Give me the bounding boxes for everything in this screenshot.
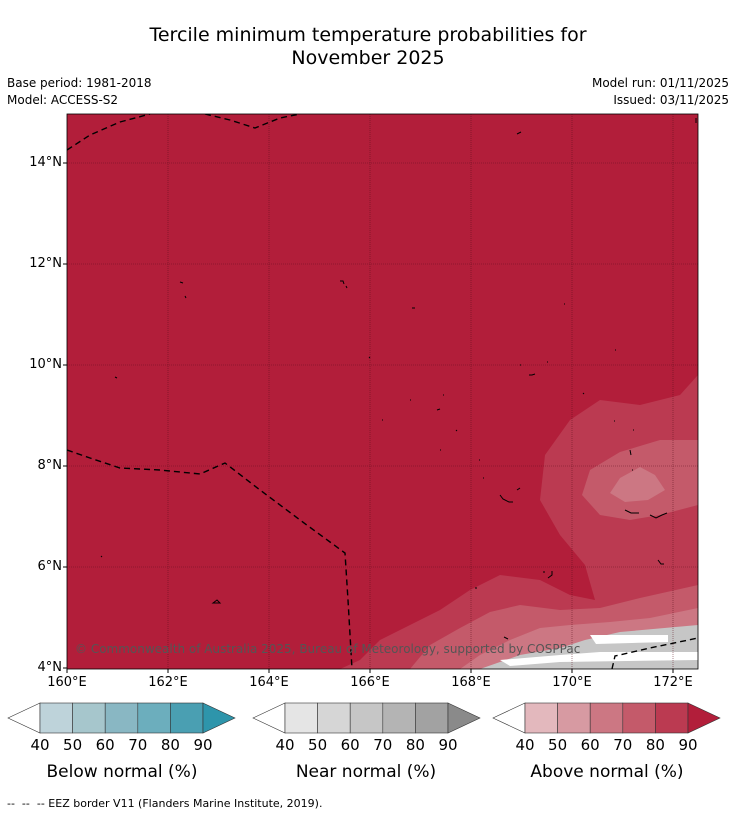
cbar-near-swatch-0	[252, 702, 286, 734]
cbar-above-tick: 70	[613, 736, 633, 754]
colorbar-near-normal	[252, 702, 481, 734]
copyright-notice: © Commonwealth of Australia 2025, Bureau…	[75, 642, 581, 656]
cbar-below-tick: 50	[63, 736, 83, 754]
cbar-above-title: Above normal (%)	[530, 762, 684, 782]
tick-marks	[63, 162, 674, 673]
cbar-above-swatch-0	[492, 702, 526, 734]
cbar-above-tick: 80	[645, 736, 665, 754]
cbar-below-tick: 90	[193, 736, 213, 754]
colorbar-below-normal	[7, 702, 236, 734]
map-title-line1: Tercile minimum temperature probabilitie…	[149, 24, 587, 46]
y-tick-label: 14°N	[29, 155, 62, 170]
cbar-below-swatch-3	[104, 702, 139, 734]
x-tick-label: 162°E	[148, 675, 188, 690]
x-tick-label: 164°E	[249, 675, 289, 690]
x-tick-label: 168°E	[451, 675, 491, 690]
cbar-above-tick: 40	[515, 736, 535, 754]
cbar-above-swatch-3	[589, 702, 624, 734]
white-gap-2	[500, 652, 698, 666]
colorbar-above-normal	[492, 702, 721, 734]
cbar-below-swatch-5	[170, 702, 204, 734]
cbar-above-swatch-2	[557, 702, 591, 734]
cbar-near-tick: 50	[308, 736, 328, 754]
x-tick-label: 172°E	[653, 675, 693, 690]
cbar-near-swatch-2	[317, 702, 351, 734]
cbar-below-tick: 80	[160, 736, 180, 754]
cbar-above-swatch-6	[687, 702, 721, 734]
eez-footer-note: -- -- -- EEZ border V11 (Flanders Marine…	[7, 797, 323, 810]
cbar-above-tick: 90	[678, 736, 698, 754]
x-tick-label: 170°E	[552, 675, 592, 690]
x-tick-label: 160°E	[47, 675, 87, 690]
cbar-below-swatch-1	[39, 702, 73, 734]
cbar-near-swatch-6	[447, 702, 481, 734]
cbar-above-tick: 60	[580, 736, 600, 754]
map-title-line2: November 2025	[291, 47, 445, 69]
eez-borders	[67, 114, 698, 669]
y-tick-label: 6°N	[37, 559, 63, 574]
cbar-above-tick: 50	[548, 736, 568, 754]
y-tick-label: 10°N	[29, 357, 62, 372]
white-gap-1	[590, 635, 668, 644]
cbar-near-tick: 40	[275, 736, 295, 754]
cbar-above-swatch-1	[524, 702, 558, 734]
cbar-below-swatch-4	[137, 702, 171, 734]
cbar-near-tick: 70	[373, 736, 393, 754]
cbar-near-swatch-5	[415, 702, 449, 734]
cbar-below-title: Below normal (%)	[46, 762, 198, 782]
base-period: Base period: 1981-2018	[7, 76, 152, 90]
cbar-near-swatch-3	[349, 702, 384, 734]
cbar-below-tick: 60	[95, 736, 115, 754]
model-name: Model: ACCESS-S2	[7, 93, 119, 107]
y-tick-label: 4°N	[37, 660, 63, 675]
cbar-near-tick: 60	[340, 736, 360, 754]
above-normal-60-region-east	[610, 467, 665, 502]
x-tick-label: 166°E	[350, 675, 390, 690]
issued-date: Issued: 03/11/2025	[613, 93, 729, 107]
cbar-near-title: Near normal (%)	[295, 762, 437, 782]
islands	[100, 118, 697, 640]
cbar-above-swatch-4	[622, 702, 656, 734]
cbar-below-tick: 40	[30, 736, 50, 754]
y-tick-label: 12°N	[29, 256, 62, 271]
y-tick-label: 8°N	[37, 458, 63, 473]
model-run: Model run: 01/11/2025	[591, 76, 729, 90]
cbar-near-tick: 80	[405, 736, 425, 754]
cbar-near-swatch-4	[382, 702, 416, 734]
gridlines	[67, 114, 698, 669]
above-normal-80-region	[340, 375, 698, 669]
cbar-above-swatch-5	[655, 702, 689, 734]
cbar-below-swatch-0	[7, 702, 41, 734]
cbar-near-tick: 90	[438, 736, 458, 754]
cbar-below-swatch-2	[72, 702, 106, 734]
map-frame	[66, 113, 699, 670]
cbar-near-swatch-1	[284, 702, 318, 734]
cbar-below-tick: 70	[128, 736, 148, 754]
cbar-below-swatch-6	[202, 702, 236, 734]
